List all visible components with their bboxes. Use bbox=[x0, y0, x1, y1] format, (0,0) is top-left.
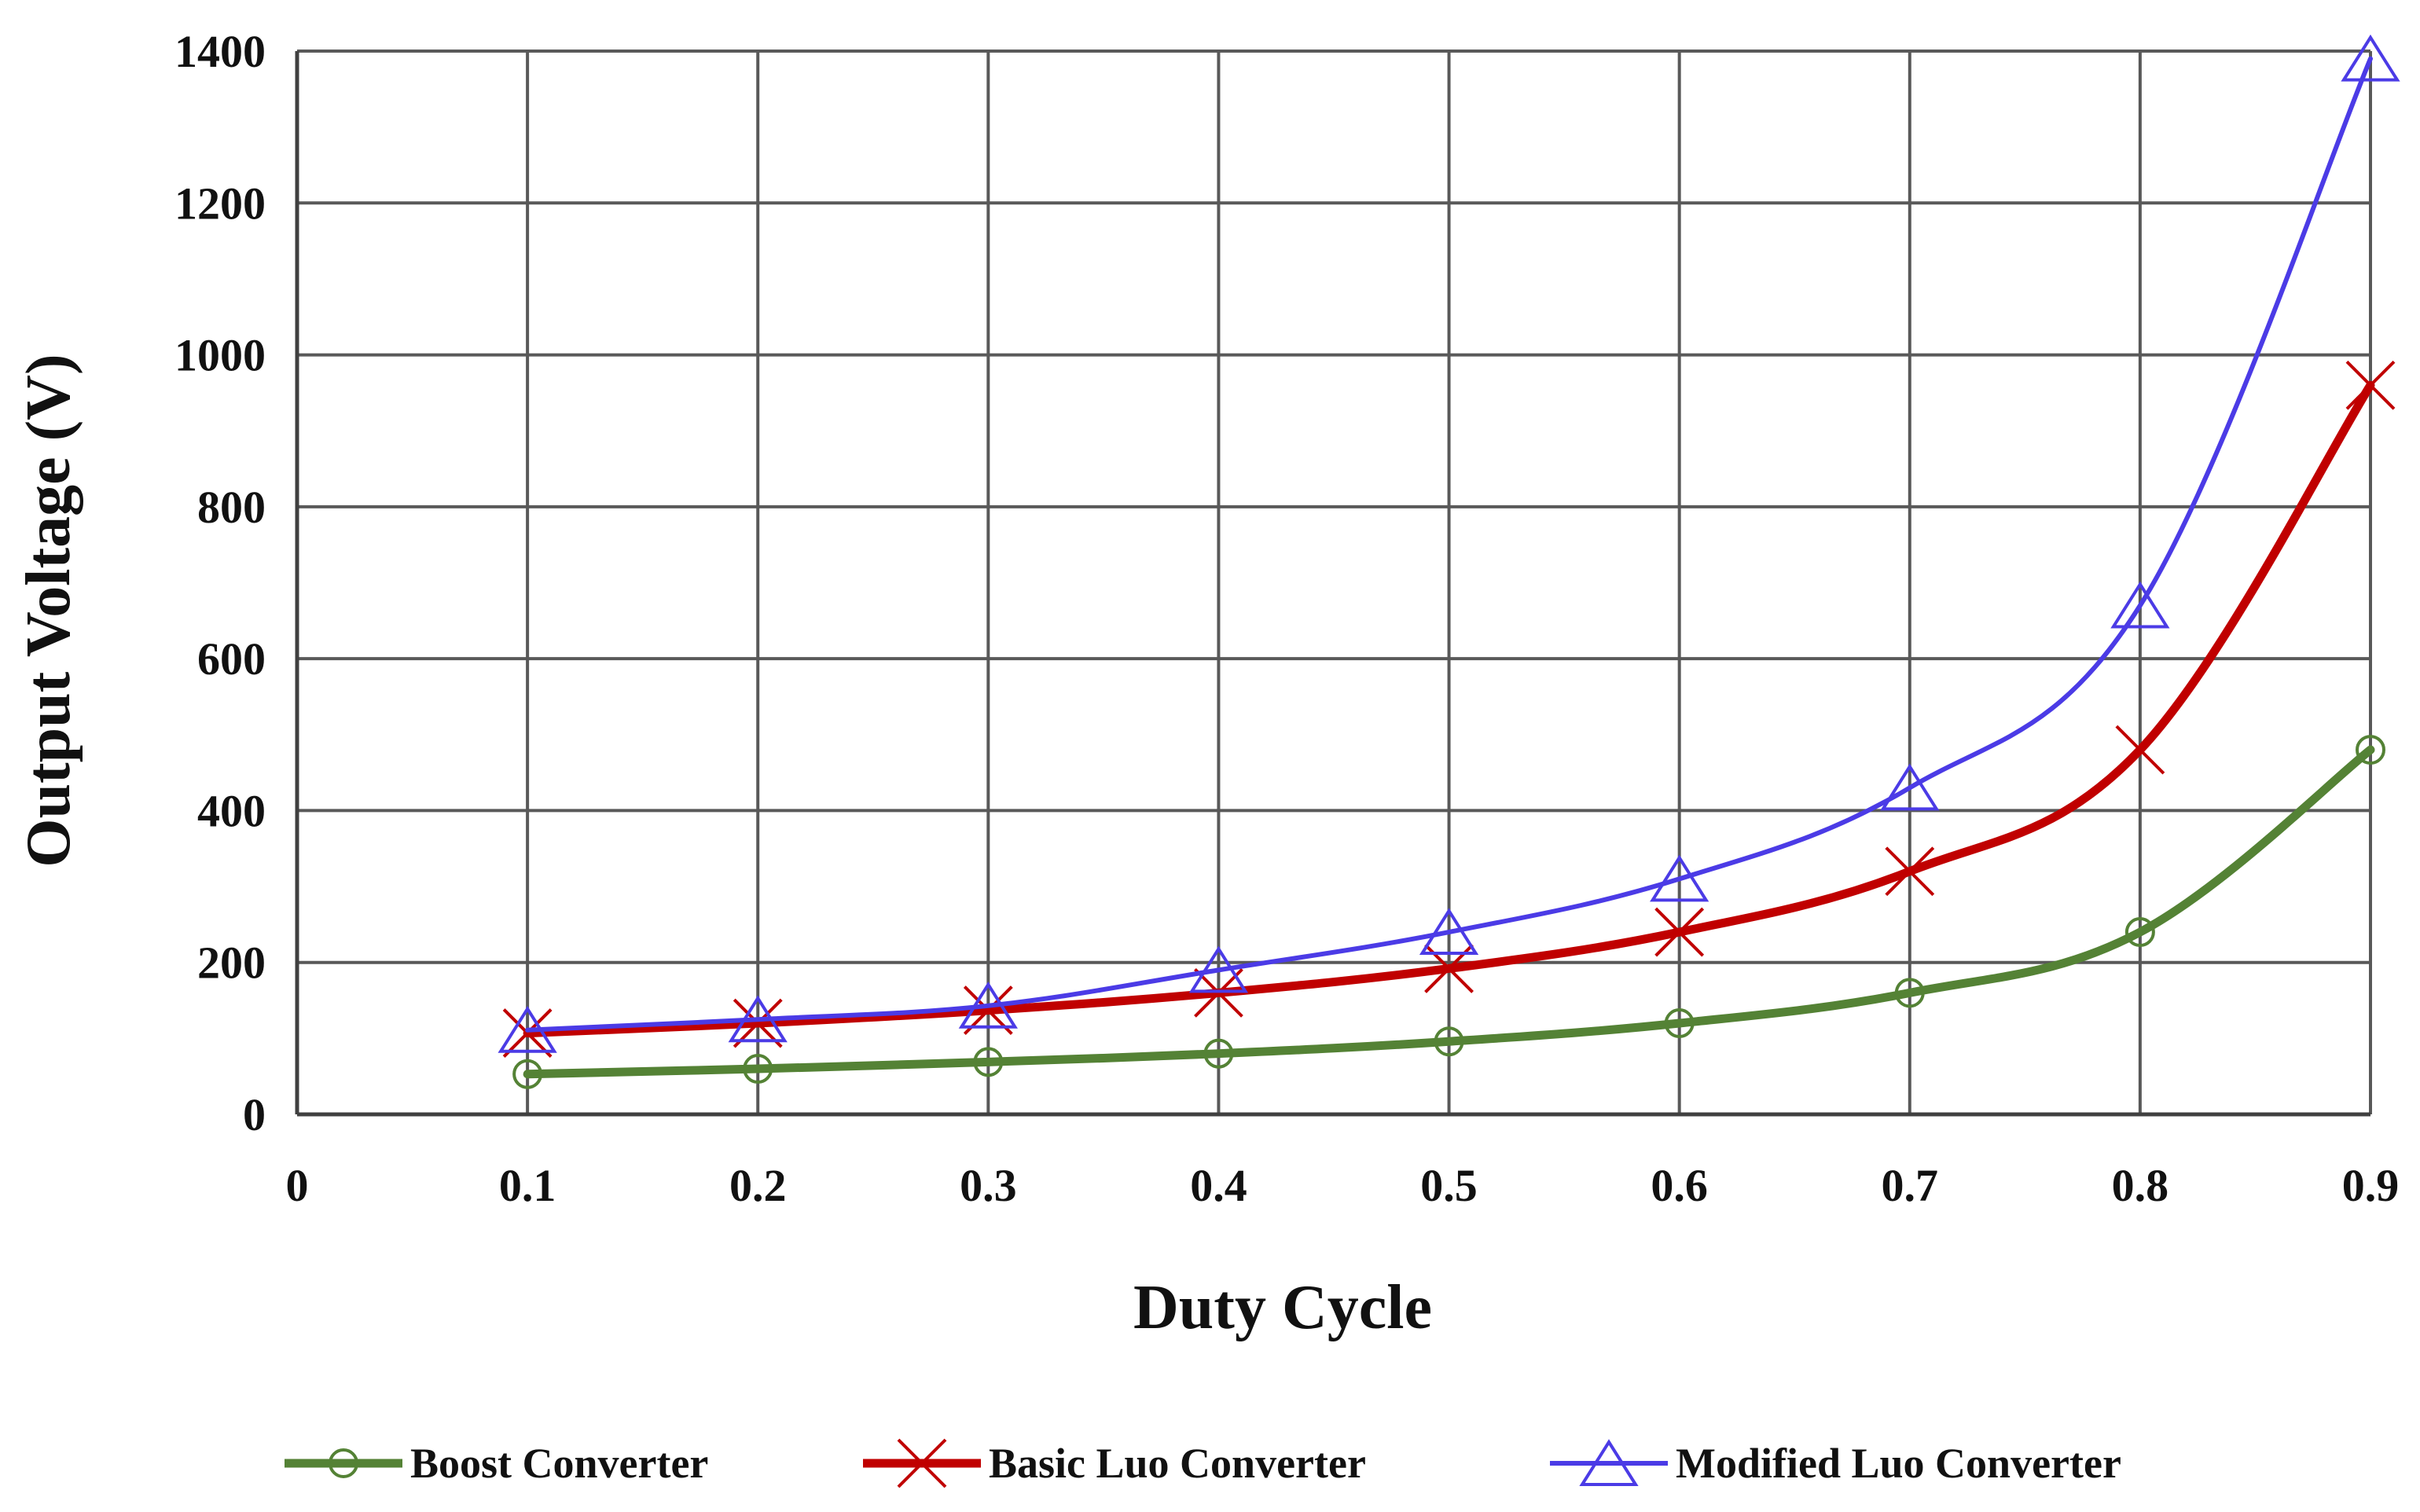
x-tick-label: 0.4 bbox=[1190, 1160, 1247, 1211]
legend: Boost Converter Basic Luo Converter Modifi… bbox=[285, 1438, 2121, 1488]
x-tick-label: 0 bbox=[286, 1160, 309, 1211]
data-point-marker bbox=[2341, 34, 2400, 82]
legend-swatch-marker bbox=[897, 1438, 947, 1488]
y-tick-label: 1400 bbox=[174, 26, 266, 77]
data-point-marker bbox=[1894, 978, 1925, 1008]
y-tick-label: 400 bbox=[197, 785, 266, 836]
y-tick-label: 1200 bbox=[174, 178, 266, 229]
series-modified-luo-converter bbox=[498, 34, 2400, 1053]
data-point-marker bbox=[958, 982, 1018, 1029]
x-tick-label: 0.6 bbox=[1651, 1160, 1708, 1211]
legend-swatch-marker bbox=[329, 1448, 358, 1478]
legend-label: Boost Converter bbox=[410, 1440, 708, 1487]
data-point-marker bbox=[1203, 1038, 1234, 1069]
data-point-marker bbox=[502, 1008, 553, 1059]
x-tick-label: 0.5 bbox=[1420, 1160, 1478, 1211]
x-tick-label: 0.3 bbox=[960, 1160, 1017, 1211]
series-boost-converter bbox=[512, 735, 2385, 1089]
data-point-marker bbox=[1419, 908, 1479, 956]
series-line bbox=[525, 56, 2373, 1033]
data-point-marker bbox=[743, 1054, 773, 1084]
data-point-marker bbox=[1650, 854, 1709, 902]
y-tick-label: 800 bbox=[197, 482, 266, 533]
data-point-marker bbox=[512, 1059, 543, 1089]
x-tick-label: 0.2 bbox=[729, 1160, 787, 1211]
x-tick-label: 0.9 bbox=[2342, 1160, 2400, 1211]
data-point-marker bbox=[1188, 945, 1249, 993]
legend-label: Modified Luo Converter bbox=[1676, 1440, 2121, 1487]
data-point-marker bbox=[2345, 360, 2396, 410]
legend-item: Modified Luo Converter bbox=[1550, 1439, 2121, 1487]
data-point-marker bbox=[1654, 907, 1705, 957]
y-tick-label: 1000 bbox=[174, 330, 266, 381]
data-point-marker bbox=[2356, 735, 2385, 765]
series-line bbox=[523, 745, 2375, 1079]
series-group bbox=[498, 34, 2400, 1089]
data-point-marker bbox=[973, 1047, 1004, 1077]
data-point-marker bbox=[2124, 917, 2155, 948]
data-point-marker bbox=[498, 1005, 557, 1053]
legend-label: Basic Luo Converter bbox=[989, 1440, 1366, 1487]
data-point-marker bbox=[1664, 1008, 1695, 1039]
y-axis-title: Output Voltage (V) bbox=[14, 354, 83, 867]
x-tick-label: 0.8 bbox=[2112, 1160, 2169, 1211]
data-point-marker bbox=[1885, 846, 1935, 897]
axes bbox=[295, 51, 2370, 1117]
y-tick-label: 0 bbox=[243, 1089, 266, 1140]
y-tick-label: 600 bbox=[197, 633, 266, 684]
data-point-marker bbox=[728, 995, 788, 1043]
legend-swatch-marker bbox=[1579, 1439, 1639, 1486]
x-tick-label: 0.7 bbox=[1882, 1160, 1939, 1211]
y-tick-label: 200 bbox=[197, 938, 266, 989]
data-point-marker bbox=[733, 998, 783, 1048]
data-point-marker bbox=[1880, 763, 1940, 811]
legend-item: Boost Converter bbox=[285, 1440, 708, 1487]
x-tick-label: 0.1 bbox=[499, 1160, 556, 1211]
x-axis-title: Duty Cycle bbox=[1133, 1273, 1432, 1342]
legend-item: Basic Luo Converter bbox=[863, 1438, 1366, 1488]
tick-labels: 0 200 400 600 800 1000 1200 1400 0 0.1 0.2 0.3 0.4 0.… bbox=[174, 26, 2399, 1211]
data-point-marker bbox=[1434, 1026, 1464, 1057]
grid bbox=[296, 50, 2372, 1116]
data-point-marker bbox=[2115, 725, 2165, 775]
data-point-marker bbox=[2110, 581, 2170, 629]
